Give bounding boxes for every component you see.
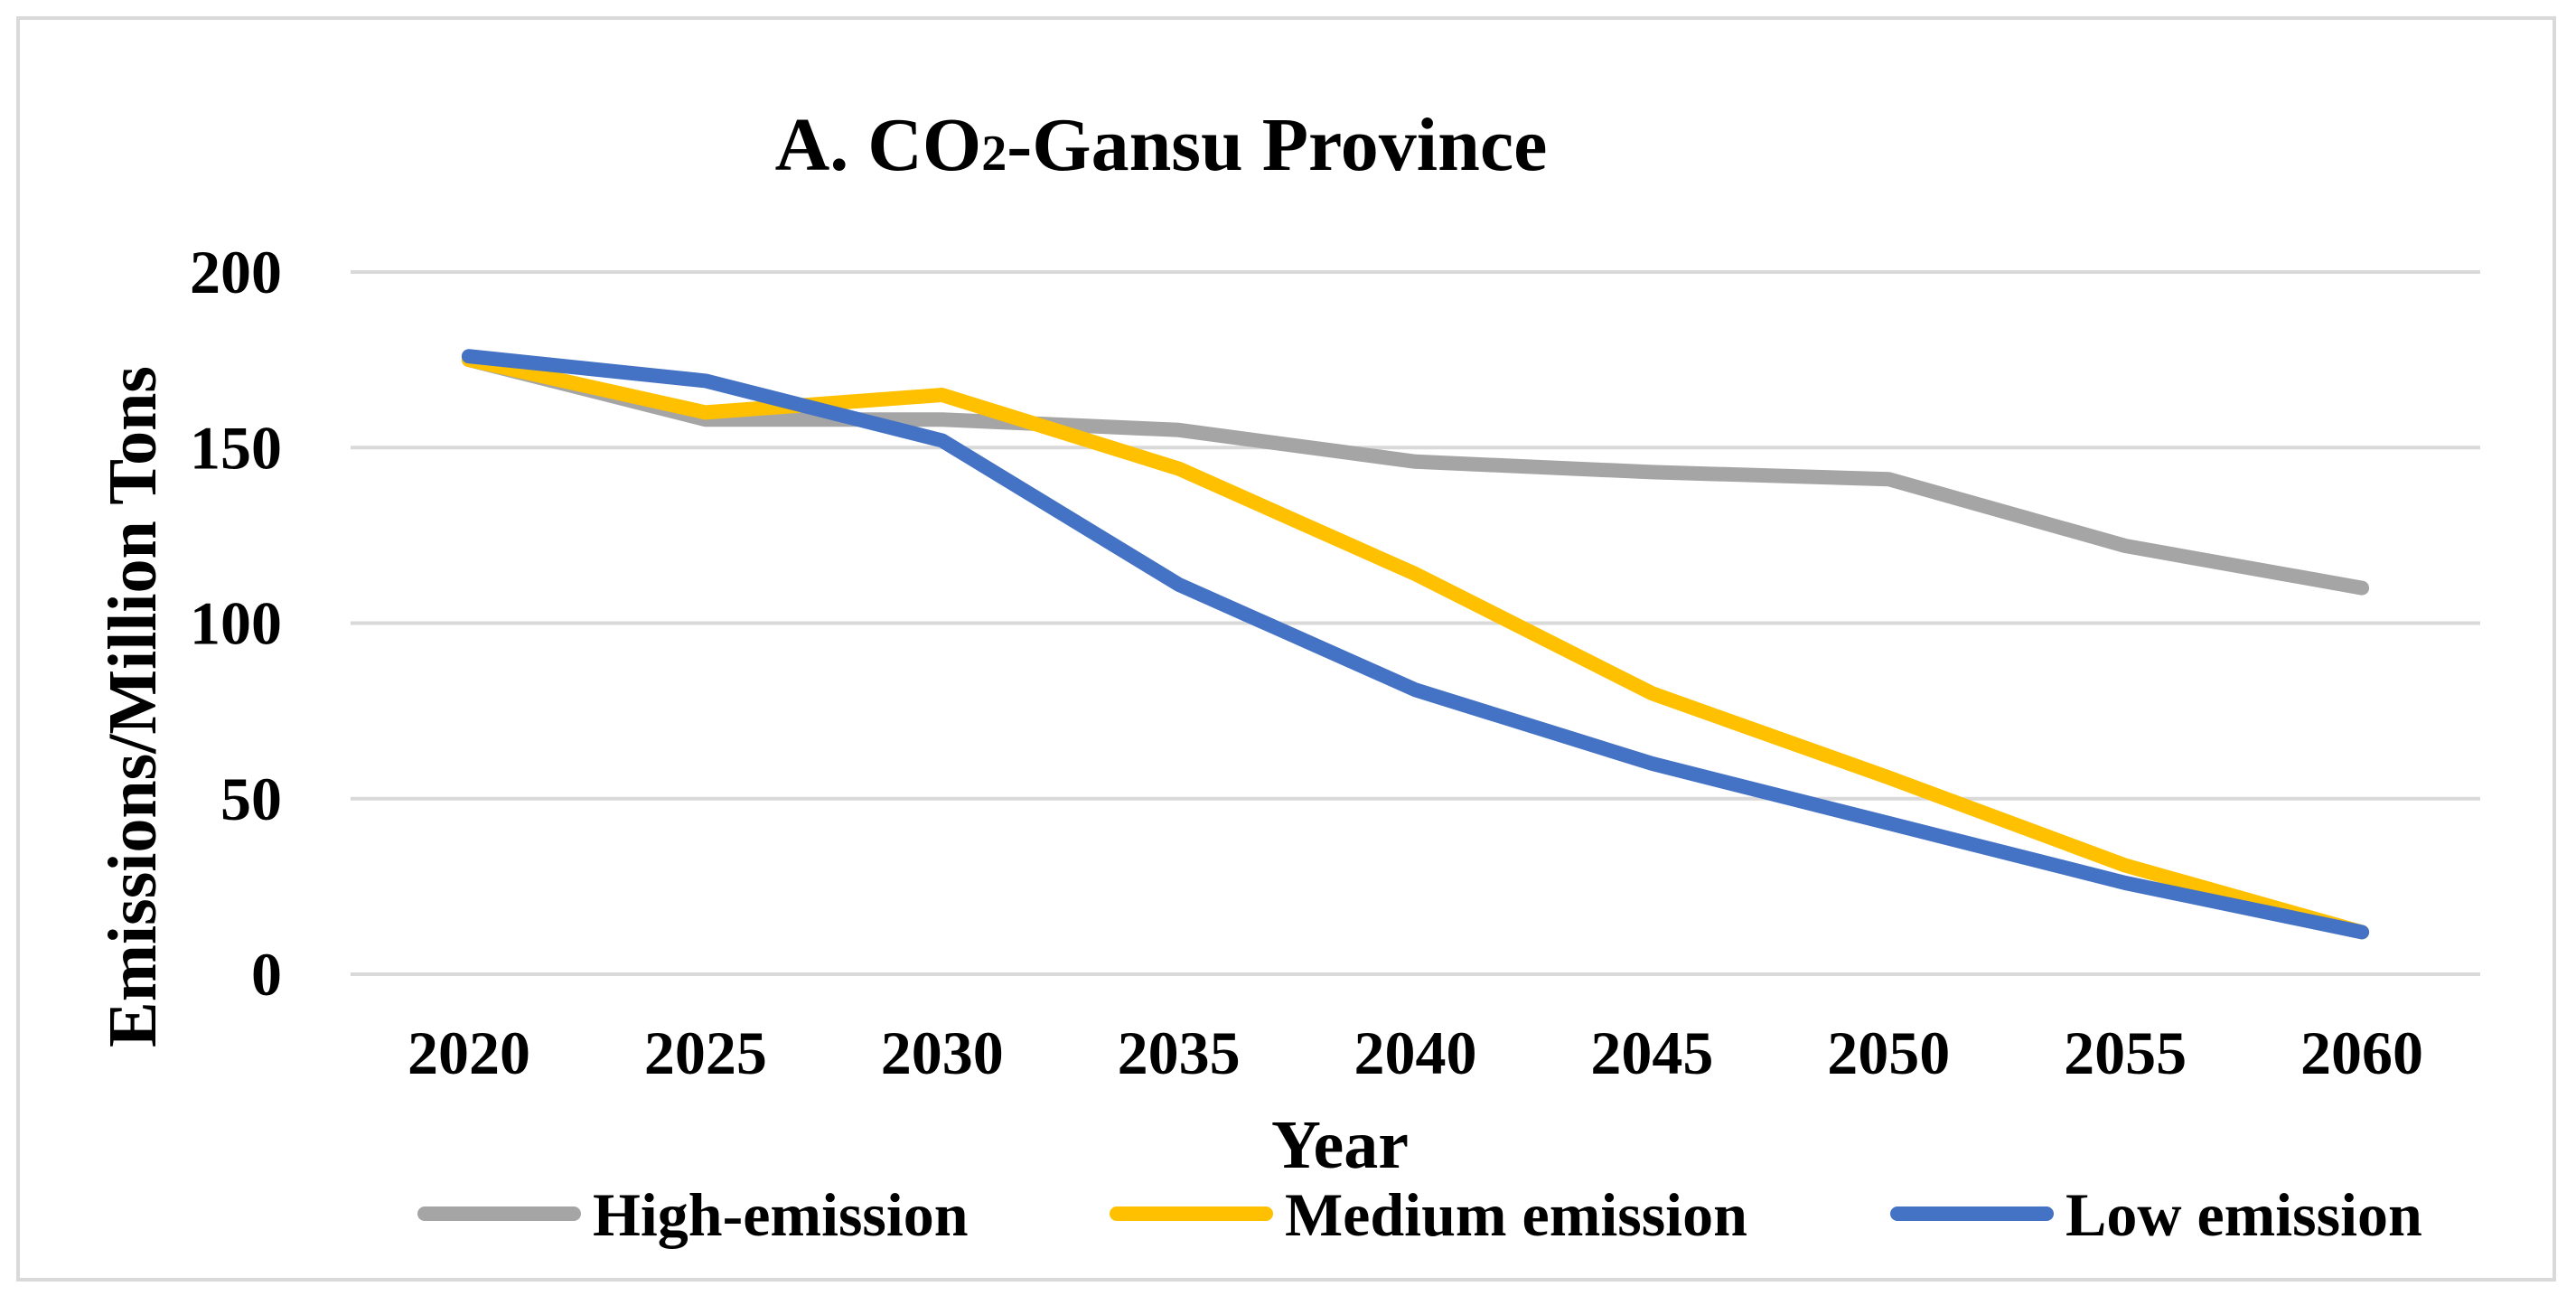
gridlines	[351, 270, 2480, 976]
y-tick-label: 0	[251, 940, 282, 1009]
y-axis-ticks: 0 50 100 150 200	[190, 238, 282, 1009]
chart-title: A. CO2-Gansu Province	[775, 103, 1548, 187]
x-axis-label: Year	[1271, 1107, 1409, 1183]
x-tick-label: 2040	[1354, 1019, 1477, 1087]
chart-frame	[16, 16, 2556, 1282]
y-tick-label: 150	[190, 413, 282, 482]
x-tick-label: 2035	[1118, 1019, 1241, 1087]
x-tick-label: 2060	[2300, 1019, 2423, 1087]
y-tick-label: 100	[190, 589, 282, 658]
legend: High-emission Medium emission Low emission	[417, 1180, 2422, 1249]
legend-label: High-emission	[593, 1180, 969, 1249]
legend-label: Low emission	[2065, 1180, 2422, 1249]
x-tick-label: 2055	[2064, 1019, 2187, 1087]
series-line-medium-emission	[461, 352, 2370, 940]
x-tick-label: 2030	[881, 1019, 1004, 1087]
legend-label: Medium emission	[1285, 1180, 1747, 1249]
y-tick-label: 200	[190, 238, 282, 306]
y-tick-label: 50	[220, 765, 282, 833]
series-lines	[461, 349, 2370, 940]
series-line-low-emission	[461, 349, 2370, 940]
x-tick-label: 2045	[1590, 1019, 1713, 1087]
x-tick-label: 2025	[644, 1019, 767, 1087]
series-line-high-emission	[461, 352, 2370, 596]
x-tick-label: 2020	[407, 1019, 530, 1087]
y-axis-label: Emissions/Million Tons	[95, 366, 171, 1047]
x-tick-label: 2050	[1827, 1019, 1950, 1087]
x-axis-ticks: 2020 2025 2030 2035 2040 2045 2050 2055 2060	[407, 1019, 2423, 1087]
